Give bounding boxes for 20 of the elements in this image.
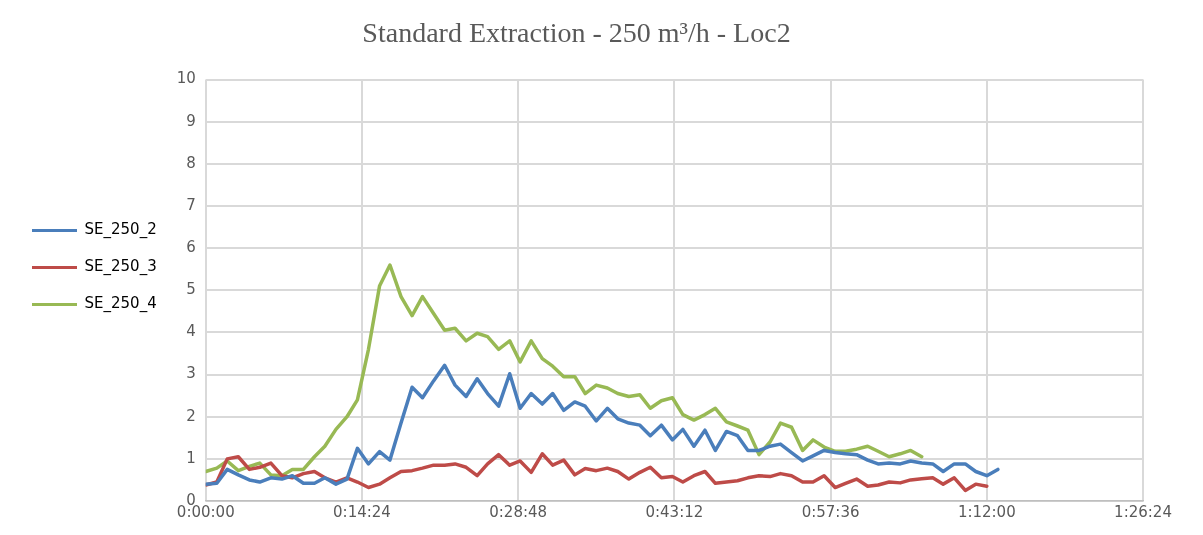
y-tick-label: 6 — [186, 238, 196, 257]
y-tick-label: 2 — [186, 406, 196, 425]
y-tick-label: 8 — [186, 153, 196, 172]
x-tick-label: 0:43:12 — [645, 502, 704, 521]
legend-label: SE_250_2 — [84, 220, 157, 240]
x-tick-label: 1:12:00 — [957, 502, 1016, 521]
y-tick-label: 7 — [186, 195, 196, 214]
chart-title: Standard Extraction - 250 m³/h - Loc2 — [362, 17, 791, 49]
y-tick-label: 10 — [176, 69, 196, 88]
y-tick-label: 9 — [186, 111, 196, 130]
y-tick-label: 5 — [186, 280, 196, 299]
x-tick-label: 1:26:24 — [1114, 502, 1172, 521]
y-tick-label: 3 — [186, 364, 196, 383]
y-tick-label: 1 — [186, 448, 196, 467]
x-tick-label: 0:28:48 — [489, 502, 548, 521]
x-tick-label: 0:57:36 — [801, 502, 860, 521]
legend-label: SE_250_4 — [84, 294, 157, 314]
y-tick-label: 4 — [186, 322, 196, 341]
legend-label: SE_250_3 — [84, 257, 157, 277]
x-tick-label: 0:14:24 — [333, 502, 391, 521]
